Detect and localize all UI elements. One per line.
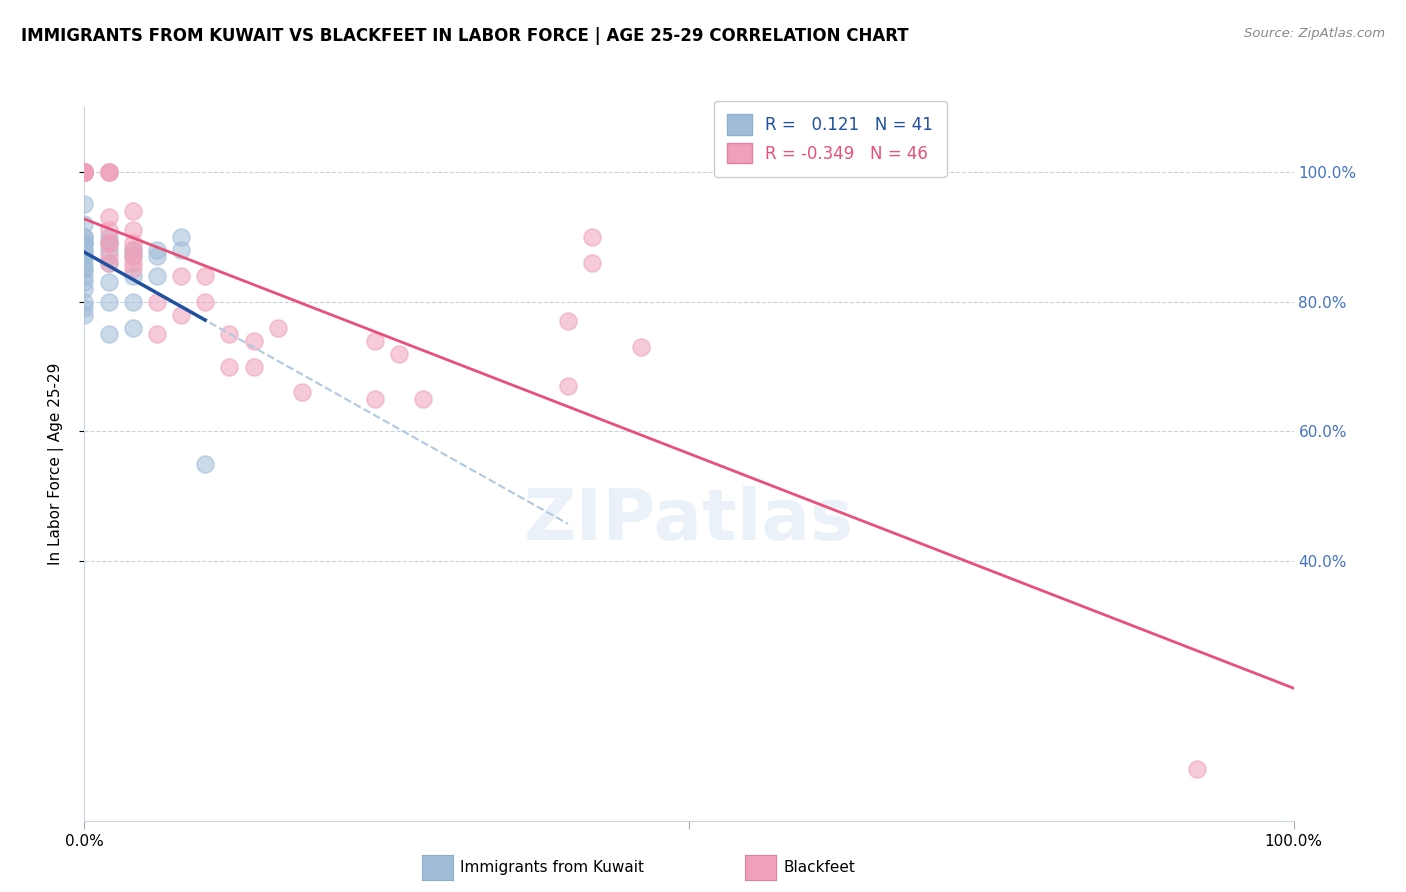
Point [73, 262, 96, 277]
Point [97, 243, 120, 257]
Point [170, 229, 193, 244]
Point [170, 308, 193, 322]
Point [363, 334, 385, 348]
Point [388, 346, 411, 360]
Point [73, 197, 96, 211]
Point [73, 249, 96, 263]
Point [121, 268, 143, 283]
Point [73, 229, 96, 244]
Point [630, 340, 652, 354]
Point [97, 236, 120, 251]
Point [121, 223, 143, 237]
Point [73, 236, 96, 251]
Point [97, 236, 120, 251]
Point [581, 229, 603, 244]
Point [242, 359, 264, 374]
Point [581, 256, 603, 270]
Point [97, 256, 120, 270]
Point [73, 275, 96, 289]
Point [97, 165, 120, 179]
Point [194, 294, 217, 309]
Point [97, 327, 120, 342]
Point [218, 359, 240, 374]
Point [73, 308, 96, 322]
Point [73, 165, 96, 179]
Point [97, 223, 120, 237]
Point [121, 262, 143, 277]
Point [73, 165, 96, 179]
Y-axis label: In Labor Force | Age 25-29: In Labor Force | Age 25-29 [48, 363, 63, 565]
Point [73, 165, 96, 179]
Point [73, 165, 96, 179]
Point [73, 217, 96, 231]
Text: Source: ZipAtlas.com: Source: ZipAtlas.com [1244, 27, 1385, 40]
Point [170, 268, 193, 283]
Point [146, 294, 169, 309]
Point [121, 243, 143, 257]
Point [146, 249, 169, 263]
Point [73, 249, 96, 263]
Point [97, 236, 120, 251]
Point [73, 165, 96, 179]
Point [97, 165, 120, 179]
Point [73, 256, 96, 270]
Point [73, 249, 96, 263]
Point [73, 243, 96, 257]
Point [146, 243, 169, 257]
Point [412, 392, 434, 406]
Legend: R =   0.121   N = 41, R = -0.349   N = 46: R = 0.121 N = 41, R = -0.349 N = 46 [714, 101, 946, 177]
Point [97, 229, 120, 244]
Point [97, 256, 120, 270]
Text: Immigrants from Kuwait: Immigrants from Kuwait [460, 861, 644, 875]
Point [121, 249, 143, 263]
Point [557, 314, 579, 328]
Point [194, 268, 217, 283]
Point [121, 243, 143, 257]
Point [73, 301, 96, 315]
Point [170, 243, 193, 257]
Point [218, 327, 240, 342]
Point [146, 327, 169, 342]
Point [97, 249, 120, 263]
Point [73, 165, 96, 179]
Point [1185, 762, 1208, 776]
Text: Blackfeet: Blackfeet [783, 861, 855, 875]
Text: ZIPatlas: ZIPatlas [524, 486, 853, 556]
Point [97, 165, 120, 179]
Point [97, 211, 120, 225]
Point [146, 268, 169, 283]
Point [73, 165, 96, 179]
Point [73, 243, 96, 257]
Point [97, 275, 120, 289]
Point [73, 294, 96, 309]
Point [73, 262, 96, 277]
Point [121, 249, 143, 263]
Point [242, 334, 264, 348]
Text: IMMIGRANTS FROM KUWAIT VS BLACKFEET IN LABOR FORCE | AGE 25-29 CORRELATION CHART: IMMIGRANTS FROM KUWAIT VS BLACKFEET IN L… [21, 27, 908, 45]
Point [73, 236, 96, 251]
Point [73, 165, 96, 179]
Point [73, 236, 96, 251]
Point [291, 385, 314, 400]
Point [363, 392, 385, 406]
Point [557, 379, 579, 393]
Point [121, 203, 143, 218]
Point [121, 236, 143, 251]
Point [73, 229, 96, 244]
Point [121, 256, 143, 270]
Point [194, 457, 217, 471]
Point [97, 294, 120, 309]
Point [267, 320, 290, 334]
Point [121, 320, 143, 334]
Point [121, 294, 143, 309]
Point [73, 268, 96, 283]
Point [73, 165, 96, 179]
Point [73, 282, 96, 296]
Point [73, 165, 96, 179]
